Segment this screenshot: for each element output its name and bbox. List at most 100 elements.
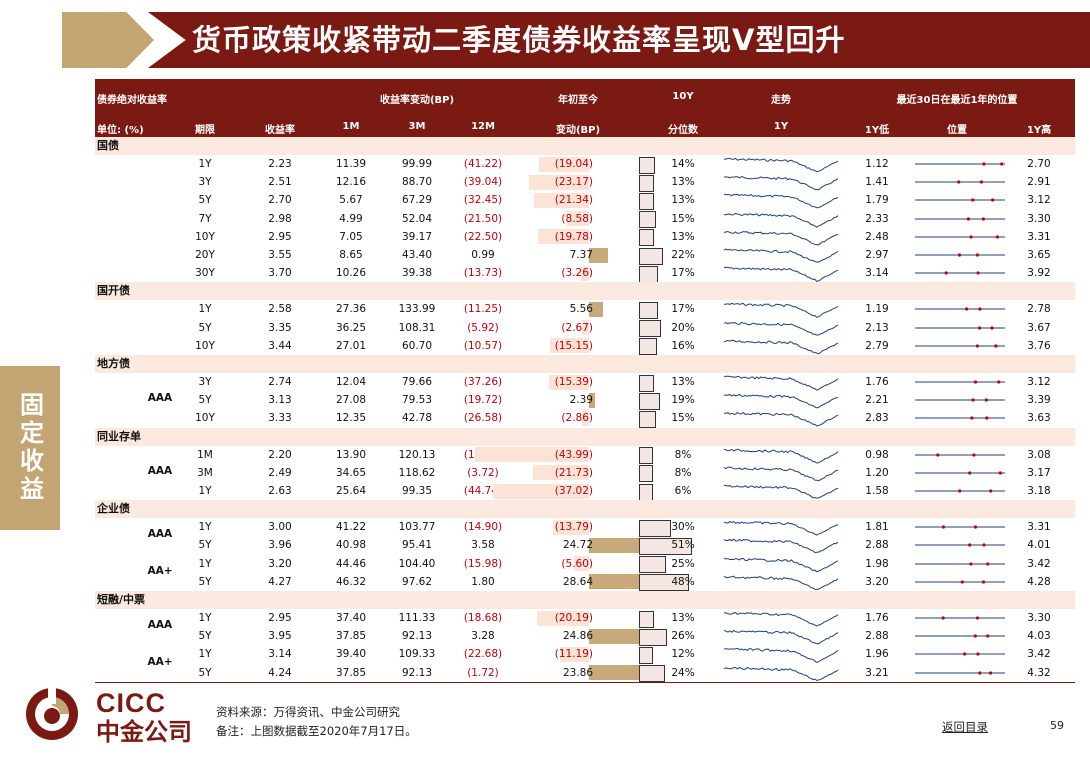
term-cell: 7Y bbox=[198, 212, 212, 225]
range-marker bbox=[963, 652, 967, 656]
year-high-cell: 3.92 bbox=[1027, 267, 1051, 280]
change-12m-cell: (11.25) bbox=[463, 303, 503, 316]
year-high-cell: 2.91 bbox=[1027, 176, 1051, 189]
term-cell: 1Y bbox=[198, 303, 212, 316]
change-12m-cell: (44.74) bbox=[463, 485, 503, 497]
range-indicator bbox=[915, 271, 1005, 275]
range-indicator bbox=[915, 216, 1005, 221]
header-absolute-yield: 债券绝对收益率 bbox=[97, 95, 167, 106]
change-3m-cell: 43.40 bbox=[401, 249, 433, 261]
range-marker bbox=[982, 543, 986, 547]
percentile-cell: 8% bbox=[674, 466, 692, 479]
trend-line bbox=[723, 375, 839, 391]
range-marker bbox=[998, 471, 1002, 475]
change-1m-cell: 41.22 bbox=[335, 521, 367, 534]
range-marker bbox=[986, 634, 990, 638]
trend-sparkline bbox=[723, 648, 839, 664]
percentile-cell: 13% bbox=[671, 194, 695, 207]
header-position: 最近30日在最近1年的位置 bbox=[896, 95, 1018, 106]
trend-line bbox=[723, 575, 839, 590]
section-header-row: 国债 bbox=[95, 137, 1075, 155]
change-3m-cell: 42.78 bbox=[401, 412, 433, 425]
trend-sparkline bbox=[723, 321, 839, 336]
year-low-cell: 1.58 bbox=[865, 485, 889, 497]
ytd-change-cell: (15.39) bbox=[554, 376, 593, 388]
trend-sparkline bbox=[723, 466, 839, 482]
range-indicator bbox=[915, 253, 1005, 257]
change-12m-cell: (15.98) bbox=[463, 557, 503, 570]
year-low-cell: 1.76 bbox=[865, 612, 889, 624]
range-marker bbox=[976, 271, 980, 275]
year-low-cell: 1.96 bbox=[865, 648, 889, 661]
change-3m-cell: 108.31 bbox=[398, 321, 436, 334]
range-marker bbox=[965, 307, 969, 311]
change-12m-cell: (39.04) bbox=[463, 176, 503, 189]
range-marker bbox=[975, 344, 979, 348]
year-high-cell: 4.03 bbox=[1027, 630, 1051, 643]
change-3m-cell: 99.99 bbox=[401, 158, 433, 170]
range-indicator bbox=[915, 198, 1005, 202]
side-tab-fixed-income[interactable]: 固定收益 bbox=[0, 366, 60, 530]
range-marker bbox=[971, 398, 975, 402]
percentile-cell: 6% bbox=[674, 485, 692, 497]
year-high-cell: 3.67 bbox=[1027, 321, 1051, 334]
ytd-change-cell: 2.39 bbox=[569, 394, 593, 407]
yield-cell: 2.70 bbox=[268, 194, 292, 207]
ytd-change-cell: (5.60) bbox=[561, 557, 593, 570]
change-3m-cell: 120.13 bbox=[398, 448, 436, 461]
change-12m-cell: (1.72) bbox=[467, 666, 499, 679]
header-yield: 收益率 bbox=[265, 125, 295, 136]
ytd-change-bar bbox=[566, 211, 589, 227]
yield-cell: 2.63 bbox=[268, 485, 292, 497]
change-12m-cell: 3.28 bbox=[471, 630, 495, 643]
range-indicator bbox=[915, 325, 1005, 330]
table-header bbox=[95, 79, 1075, 137]
ytd-change-cell: (21.34) bbox=[554, 194, 593, 207]
year-high-cell: 4.01 bbox=[1027, 539, 1051, 552]
ytd-change-bar bbox=[589, 247, 609, 263]
percentile-bar bbox=[639, 392, 660, 410]
header-1y-high: 1Y高 bbox=[1026, 125, 1052, 136]
year-high-cell: 3.42 bbox=[1027, 557, 1051, 570]
trend-sparkline bbox=[723, 212, 839, 228]
trend-sparkline bbox=[723, 412, 839, 427]
year-low-cell: 2.88 bbox=[865, 630, 889, 643]
trend-line bbox=[723, 266, 839, 283]
year-high-cell: 3.30 bbox=[1027, 612, 1051, 624]
range-marker bbox=[975, 616, 980, 620]
yield-cell: 2.95 bbox=[268, 230, 292, 243]
trend-line bbox=[724, 303, 839, 319]
ytd-change-cell: (21.73) bbox=[554, 466, 593, 479]
term-cell: 1Y bbox=[198, 648, 212, 661]
term-cell: 5Y bbox=[198, 666, 212, 679]
ytd-change-bar bbox=[580, 265, 589, 281]
percentile-cell: 22% bbox=[671, 249, 695, 261]
trend-sparkline bbox=[723, 339, 839, 355]
back-to-contents-link[interactable]: 返回目录 bbox=[942, 720, 988, 734]
term-cell: 5Y bbox=[198, 321, 212, 334]
change-1m-cell: 37.85 bbox=[335, 666, 367, 679]
rating-group-label: AA+ bbox=[147, 564, 173, 577]
source-note: 资料来源：万得资讯、中金公司研究 bbox=[216, 705, 400, 719]
trend-line bbox=[723, 612, 839, 627]
range-marker bbox=[957, 180, 961, 184]
ytd-change-cell: (13.79) bbox=[554, 521, 593, 534]
section-label: 国债 bbox=[97, 139, 119, 152]
range-marker bbox=[978, 325, 982, 330]
percentile-bar bbox=[639, 519, 671, 537]
ytd-change-bar bbox=[589, 628, 654, 644]
percentile-bar bbox=[639, 192, 654, 210]
year-low-cell: 3.20 bbox=[865, 575, 889, 588]
year-low-cell: 2.83 bbox=[865, 412, 889, 425]
year-high-cell: 3.31 bbox=[1027, 521, 1051, 534]
yield-cell: 3.33 bbox=[268, 412, 292, 425]
percentile-bar bbox=[639, 537, 692, 555]
cicc-logo-text: CICC bbox=[96, 688, 166, 718]
change-3m-cell: 118.62 bbox=[398, 466, 436, 479]
change-1m-cell: 11.39 bbox=[335, 158, 367, 170]
range-indicator bbox=[915, 162, 1005, 166]
year-high-cell: 4.32 bbox=[1027, 666, 1051, 679]
year-low-cell: 2.88 bbox=[865, 539, 889, 552]
header-arrow-decoration bbox=[62, 12, 154, 68]
yield-cell: 3.70 bbox=[268, 267, 292, 280]
